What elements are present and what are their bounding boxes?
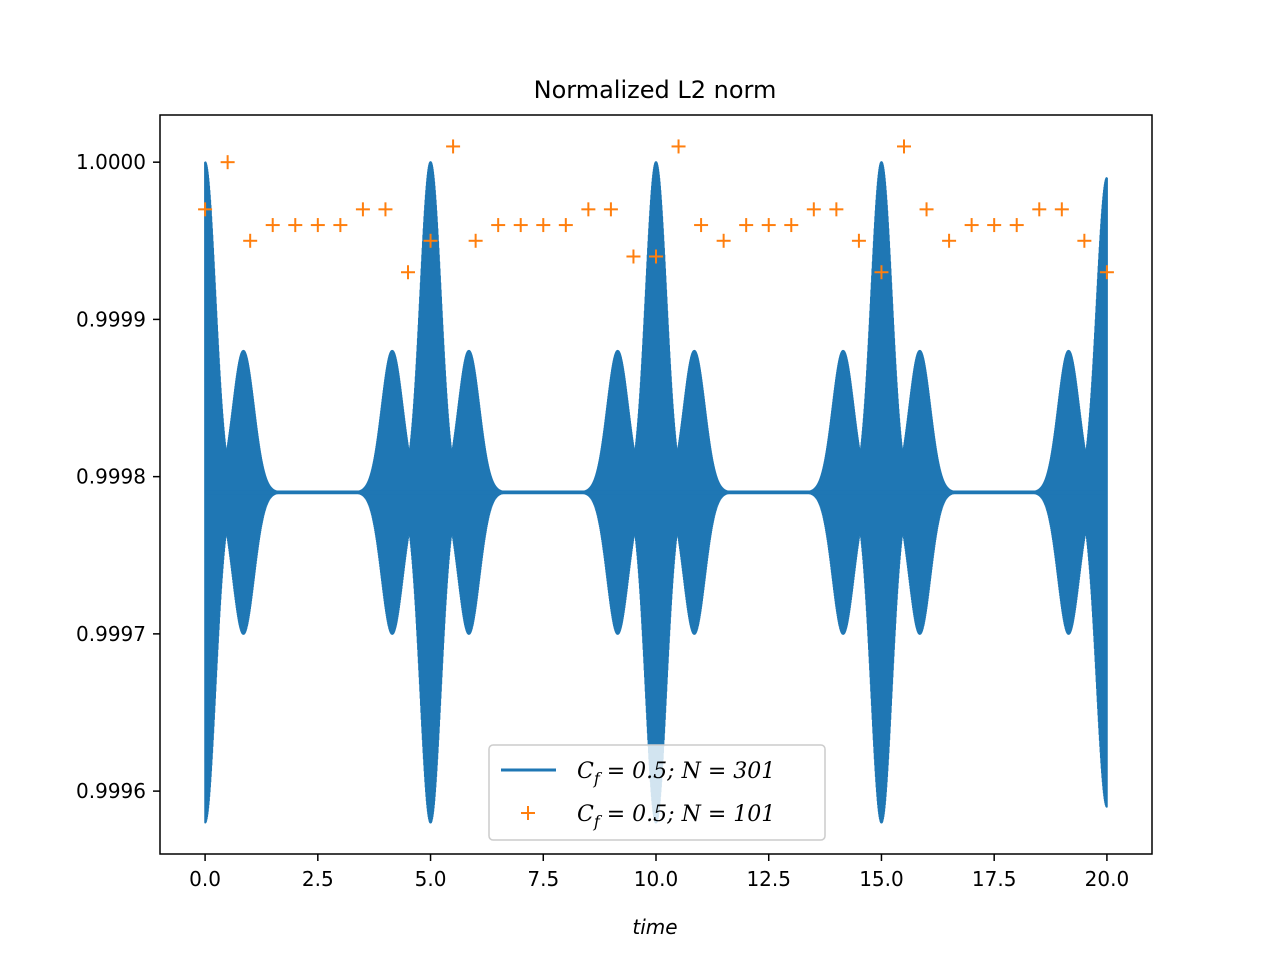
series-n101-point: [874, 265, 889, 280]
series-n101-point: [694, 218, 709, 233]
x-axis-label: time: [632, 915, 677, 939]
y-tick-label: 0.9997: [76, 622, 146, 646]
series-line-n301-baseline-band: [205, 490, 1107, 495]
y-tick-label: 0.9996: [76, 779, 146, 803]
legend-plus-swatch: [521, 806, 535, 820]
series-n101-point: [401, 265, 415, 280]
series-n101-point: [558, 218, 573, 233]
x-tick-label: 15.0: [859, 867, 904, 891]
series-n101-point: [671, 139, 686, 154]
series-n101-point: [784, 218, 799, 233]
series-n101-point: [491, 218, 506, 233]
series-n101-point: [987, 218, 1002, 233]
series-n101-point: [739, 218, 754, 233]
series-n101-point: [333, 218, 348, 233]
series-n101-point: [220, 155, 235, 170]
series-n101-point: [288, 218, 303, 233]
series-n101-point: [468, 233, 483, 248]
x-tick-label: 0.0: [189, 867, 221, 891]
series-n101-point: [603, 202, 618, 217]
y-tick-label: 0.9999: [76, 307, 146, 331]
x-tick-label: 10.0: [634, 867, 679, 891]
chart-title: Normalized L2 norm: [534, 76, 777, 104]
series-n101-point: [310, 218, 325, 233]
series-n101-point: [716, 233, 731, 248]
series-n101-point: [536, 218, 551, 233]
x-tick-label: 2.5: [302, 867, 334, 891]
series-n101-point: [243, 233, 258, 248]
series-n101-point: [1054, 202, 1069, 217]
series-n101-point: [1032, 202, 1047, 217]
series-n101-point: [829, 202, 844, 217]
x-tick-label: 20.0: [1085, 867, 1130, 891]
legend-label-n101: Cf = 0.5; N = 101: [577, 802, 775, 831]
series-n101-point: [446, 139, 461, 154]
series-n101-point: [942, 233, 957, 248]
x-tick-label: 17.5: [972, 867, 1017, 891]
series-n101-point: [265, 218, 280, 233]
series-n101-point: [198, 202, 213, 217]
series-n101-point: [626, 249, 641, 264]
series-n101-point: [851, 233, 866, 248]
series-n101-point: [378, 202, 393, 217]
series-n101-point: [1009, 218, 1024, 233]
x-tick-label: 12.5: [746, 867, 791, 891]
x-tick-label: 5.0: [415, 867, 447, 891]
legend-box: [488, 744, 826, 841]
series-n101-point: [897, 139, 911, 154]
plot-area: [198, 139, 1114, 824]
x-tick-label: 7.5: [527, 867, 559, 891]
series-n101-point: [649, 249, 663, 264]
y-tick-label: 0.9998: [76, 465, 146, 489]
legend-label-n301: Cf = 0.5; N = 301: [577, 759, 775, 788]
series-n101-point: [761, 218, 776, 233]
axes: 0.0 2.5 5.0 7.5 10.0 12.5 15.0 17.5 20.0 0.9996 0.…: [76, 114, 1153, 891]
series-n101-point: [1099, 265, 1114, 280]
legend: Cf = 0.5; N = 301 Cf = 0.5; N = 101: [488, 744, 826, 841]
series-n101-point: [1077, 233, 1092, 248]
series-n101-point: [964, 218, 979, 233]
series-n101-point: [806, 202, 821, 217]
series-n101-point: [581, 202, 596, 217]
series-n101-point: [423, 233, 438, 248]
series-n101-point: [513, 218, 528, 233]
series-n101-point: [919, 202, 934, 217]
series-n101-point: [355, 202, 370, 217]
y-tick-label: 1.0000: [76, 150, 146, 174]
